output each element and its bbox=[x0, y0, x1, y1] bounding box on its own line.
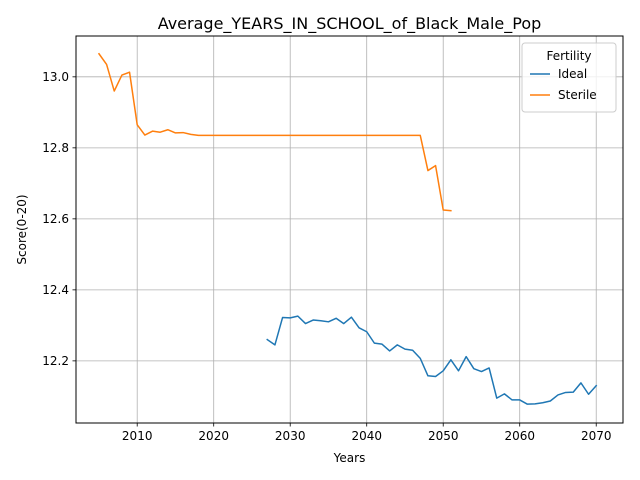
plot-frame bbox=[75, 35, 624, 424]
legend: Fertility Ideal Sterile bbox=[521, 42, 617, 113]
legend-label-ideal: Ideal bbox=[558, 67, 587, 81]
legend-label-sterile: Sterile bbox=[558, 88, 597, 102]
x-tick-label: 2030 bbox=[275, 429, 306, 443]
y-tick-label: 12.4 bbox=[42, 283, 69, 297]
series-line-ideal bbox=[266, 315, 598, 405]
y-axis-ticks: 12.2 12.4 12.6 12.8 13.0 bbox=[42, 70, 76, 368]
y-tick-label: 12.6 bbox=[42, 212, 69, 226]
series-line-sterile bbox=[97, 52, 452, 212]
x-tick-label: 2040 bbox=[351, 429, 382, 443]
x-tick-label: 2050 bbox=[428, 429, 459, 443]
y-axis-label: Score(0-20) bbox=[15, 194, 29, 264]
series-layer bbox=[97, 52, 598, 405]
grid bbox=[76, 36, 623, 423]
chart-title: Average_YEARS_IN_SCHOOL_of_Black_Male_Po… bbox=[158, 14, 542, 34]
x-tick-label: 2070 bbox=[581, 429, 612, 443]
x-tick-label: 2010 bbox=[122, 429, 153, 443]
y-tick-label: 12.2 bbox=[42, 354, 69, 368]
x-axis-ticks: 2010 2020 2030 2040 2050 2060 2070 bbox=[122, 423, 612, 443]
x-tick-label: 2020 bbox=[198, 429, 229, 443]
x-axis-label: Years bbox=[333, 451, 366, 465]
x-tick-label: 2060 bbox=[504, 429, 535, 443]
legend-title: Fertility bbox=[546, 49, 591, 63]
y-tick-label: 13.0 bbox=[42, 70, 69, 84]
y-tick-label: 12.8 bbox=[42, 141, 69, 155]
